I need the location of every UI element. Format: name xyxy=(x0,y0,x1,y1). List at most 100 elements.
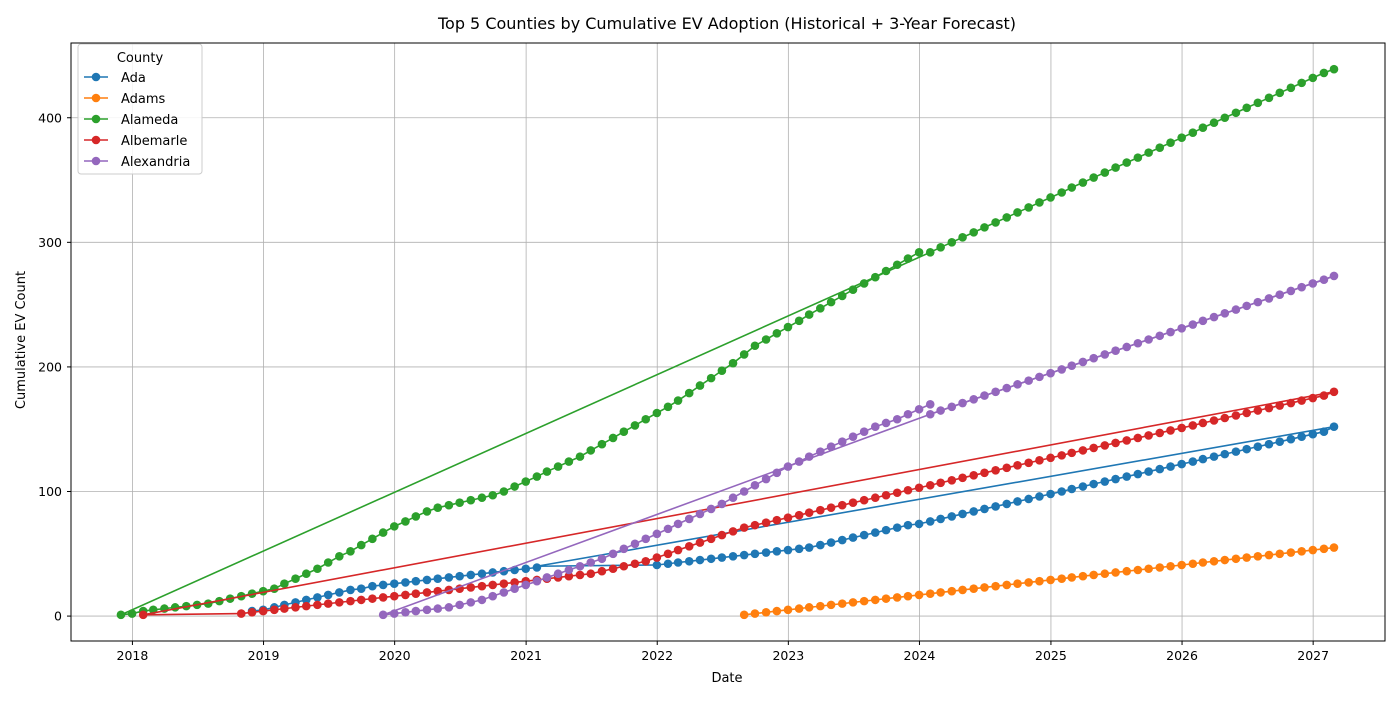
data-point-albemarle xyxy=(739,523,749,532)
data-point-ada xyxy=(794,544,804,554)
data-point-alameda xyxy=(116,610,126,620)
data-point-ada xyxy=(1100,477,1110,486)
data-point-albemarle xyxy=(859,495,869,505)
data-point-adams xyxy=(1122,566,1132,576)
data-point-alameda xyxy=(1035,198,1044,207)
data-point-alameda xyxy=(837,291,847,301)
data-point-ada xyxy=(1024,494,1033,504)
data-point-albemarle xyxy=(1155,428,1165,438)
data-point-alexandria xyxy=(837,437,847,446)
data-point-alexandria xyxy=(433,604,443,613)
legend-label-adams: Adams xyxy=(121,92,166,107)
data-point-ada xyxy=(1002,499,1012,509)
legend-label-albemarle: Albemarle xyxy=(121,134,187,149)
data-point-ada xyxy=(914,519,924,529)
data-point-ada xyxy=(346,585,355,595)
data-point-alexandria xyxy=(684,514,694,524)
legend-marker-adams xyxy=(91,93,101,103)
data-point-alexandria xyxy=(444,603,454,612)
data-point-albemarle xyxy=(401,590,410,600)
data-point-alameda xyxy=(1231,108,1241,118)
data-point-albemarle xyxy=(1111,438,1120,448)
data-point-albemarle xyxy=(728,527,738,536)
data-point-alameda xyxy=(1089,173,1098,182)
data-point-alexandria xyxy=(750,480,760,490)
data-point-alameda xyxy=(1188,128,1198,137)
data-point-ada xyxy=(728,551,738,561)
data-point-ada xyxy=(772,547,782,556)
data-point-ada xyxy=(521,564,531,574)
data-point-ada xyxy=(1166,462,1175,471)
data-point-alexandria xyxy=(477,595,487,605)
data-point-ada xyxy=(980,504,989,514)
data-point-albemarle xyxy=(499,579,509,588)
data-point-alameda xyxy=(444,500,454,510)
data-point-ada xyxy=(673,558,683,567)
data-point-albemarle xyxy=(280,604,289,613)
data-point-albemarle xyxy=(138,610,148,620)
data-point-adams xyxy=(881,594,891,603)
data-point-albemarle xyxy=(1166,426,1175,435)
series-adams xyxy=(739,543,1339,620)
data-point-alameda xyxy=(1198,123,1208,133)
data-point-adams xyxy=(1046,575,1055,585)
data-point-alameda xyxy=(433,503,443,512)
y-tick-label: 300 xyxy=(38,235,62,250)
data-point-albemarle xyxy=(270,605,279,615)
data-point-albemarle xyxy=(761,518,771,527)
data-point-albemarle xyxy=(652,553,662,562)
data-point-alexandria xyxy=(641,534,651,544)
data-point-adams xyxy=(1275,549,1285,559)
data-point-ada xyxy=(1242,444,1251,454)
data-point-albemarle xyxy=(586,569,596,579)
data-point-alameda xyxy=(1242,103,1251,113)
data-point-alameda xyxy=(673,396,683,405)
data-point-alameda xyxy=(750,341,760,351)
data-point-ada xyxy=(761,548,771,557)
data-point-alameda xyxy=(532,472,542,481)
data-point-alameda xyxy=(477,493,487,503)
data-point-adams xyxy=(1242,553,1251,562)
data-point-alexandria xyxy=(859,427,869,437)
data-point-alameda xyxy=(663,402,673,412)
data-point-adams xyxy=(1057,574,1067,584)
data-point-ada xyxy=(389,579,399,588)
data-point-alameda xyxy=(1264,93,1274,103)
data-point-alameda xyxy=(466,495,476,505)
data-point-alameda xyxy=(1057,188,1067,197)
data-point-albemarle xyxy=(575,570,585,580)
data-point-alameda xyxy=(761,335,771,344)
data-point-alexandria xyxy=(739,487,749,496)
data-point-albemarle xyxy=(335,598,344,607)
data-point-adams xyxy=(1231,554,1241,564)
data-point-adams xyxy=(761,608,771,617)
data-point-alameda xyxy=(739,350,749,359)
data-point-ada xyxy=(870,528,880,537)
data-point-alameda xyxy=(947,238,957,247)
data-point-alameda xyxy=(1100,168,1110,177)
data-point-alameda xyxy=(280,579,289,588)
data-point-alexandria xyxy=(532,576,542,586)
data-point-adams xyxy=(1013,579,1022,588)
data-point-alexandria xyxy=(870,422,880,432)
data-point-ada xyxy=(1035,492,1044,501)
data-point-albemarle xyxy=(1231,411,1241,420)
data-point-alexandria xyxy=(597,554,607,564)
data-point-alameda xyxy=(411,512,421,521)
data-point-adams xyxy=(1133,565,1143,575)
data-point-ada xyxy=(826,538,836,547)
x-tick-label: 2027 xyxy=(1297,648,1329,663)
legend-marker-albemarle xyxy=(91,135,101,145)
data-point-alameda xyxy=(586,446,596,455)
data-point-albemarle xyxy=(706,534,716,544)
legend-title: County xyxy=(117,51,164,66)
data-point-albemarle xyxy=(1089,443,1098,453)
data-point-alameda xyxy=(270,584,279,593)
data-point-albemarle xyxy=(1046,453,1055,463)
data-point-albemarle xyxy=(772,515,782,525)
data-point-adams xyxy=(892,593,902,602)
legend: County Ada Adams Alameda Albemarle Alexandri… xyxy=(77,43,203,175)
data-point-alameda xyxy=(1013,208,1022,217)
data-point-ada xyxy=(925,517,935,526)
data-point-albemarle xyxy=(346,596,355,606)
